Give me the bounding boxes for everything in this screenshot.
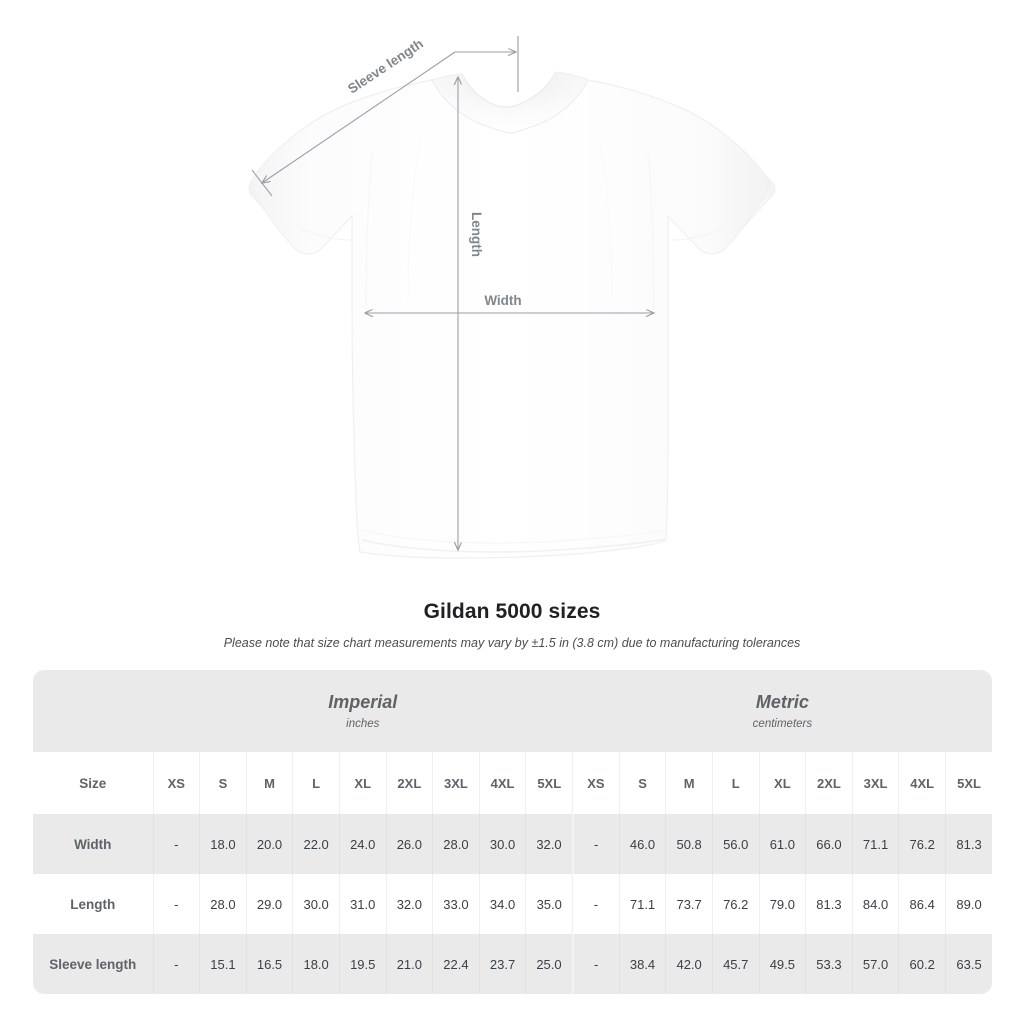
cell-width-metric-xs: - bbox=[572, 814, 620, 874]
cell-width-imperial-xs: - bbox=[153, 814, 201, 874]
cell-width-metric-3xl: 71.1 bbox=[852, 814, 900, 874]
tshirt-illustration: Sleeve length Length Width bbox=[248, 36, 776, 559]
size-header-cell-3xl: 3XL bbox=[852, 752, 900, 814]
page-title: Gildan 5000 sizes bbox=[423, 600, 601, 623]
cell-sleeve-length-imperial-xl: 19.5 bbox=[339, 934, 387, 994]
size-header-cell-l: L bbox=[712, 752, 760, 814]
cell-length-metric-4xl: 86.4 bbox=[898, 874, 946, 934]
cell-width-imperial-l: 22.0 bbox=[292, 814, 340, 874]
cell-length-metric-3xl: 84.0 bbox=[852, 874, 900, 934]
cell-width-imperial-xl: 24.0 bbox=[339, 814, 387, 874]
cell-sleeve-length-imperial-l: 18.0 bbox=[292, 934, 340, 994]
cell-length-imperial-2xl: 32.0 bbox=[386, 874, 434, 934]
length-label: Length bbox=[469, 212, 484, 257]
size-column-header: Size bbox=[33, 752, 154, 814]
size-header-row: Size XS S M L XL 2XL 3XL 4XL 5XL XS S M L XL 2XL 3XL 4XL 5… bbox=[33, 752, 992, 814]
cell-sleeve-length-metric-3xl: 57.0 bbox=[852, 934, 900, 994]
cell-length-imperial-5xl: 35.0 bbox=[525, 874, 574, 934]
size-header-cell-xs: XS bbox=[572, 752, 620, 814]
cell-width-metric-m: 50.8 bbox=[665, 814, 713, 874]
unit-header-row: Imperial inches Metric centimeters bbox=[33, 670, 992, 752]
size-header-cell-4xl: 4XL bbox=[479, 752, 527, 814]
cell-length-metric-xs: - bbox=[572, 874, 620, 934]
cell-length-imperial-l: 30.0 bbox=[292, 874, 340, 934]
unit-name: Metric bbox=[755, 691, 809, 712]
cell-sleeve-length-imperial-s: 15.1 bbox=[199, 934, 247, 994]
cell-width-metric-l: 56.0 bbox=[712, 814, 760, 874]
size-header-cell-4xl: 4XL bbox=[898, 752, 946, 814]
cell-sleeve-length-metric-m: 42.0 bbox=[665, 934, 713, 994]
size-header-cell-l: L bbox=[292, 752, 340, 814]
row-label-sleeve-length: Sleeve length bbox=[33, 934, 154, 994]
cell-width-metric-5xl: 81.3 bbox=[945, 814, 992, 874]
cell-width-imperial-s: 18.0 bbox=[199, 814, 247, 874]
cell-length-metric-2xl: 81.3 bbox=[805, 874, 853, 934]
cell-width-metric-4xl: 76.2 bbox=[898, 814, 946, 874]
size-header-cell-s: S bbox=[619, 752, 667, 814]
cell-sleeve-length-imperial-m: 16.5 bbox=[246, 934, 294, 994]
cell-sleeve-length-metric-l: 45.7 bbox=[712, 934, 760, 994]
width-label: Width bbox=[484, 293, 521, 308]
size-header-cell-xl: XL bbox=[759, 752, 807, 814]
width-dimension: Width bbox=[366, 293, 654, 313]
cell-sleeve-length-metric-xl: 49.5 bbox=[759, 934, 807, 994]
row-label-width: Width bbox=[33, 814, 154, 874]
table-row: Length -28.0 29.0 30.0 31.0 32.0 33.0 34.0 35.0-… bbox=[33, 874, 992, 934]
cell-width-imperial-m: 20.0 bbox=[246, 814, 294, 874]
unit-header-metric: Metric centimeters bbox=[572, 670, 992, 752]
cell-length-metric-s: 71.1 bbox=[619, 874, 667, 934]
cell-width-metric-s: 46.0 bbox=[619, 814, 667, 874]
cell-sleeve-length-imperial-2xl: 21.0 bbox=[386, 934, 434, 994]
size-header-cell-2xl: 2XL bbox=[805, 752, 853, 814]
cell-sleeve-length-metric-5xl: 63.5 bbox=[945, 934, 992, 994]
unit-header-spacer bbox=[33, 670, 153, 752]
cell-sleeve-length-metric-2xl: 53.3 bbox=[805, 934, 853, 994]
cell-width-imperial-5xl: 32.0 bbox=[525, 814, 574, 874]
tshirt-shape bbox=[248, 71, 776, 559]
cell-length-metric-5xl: 89.0 bbox=[945, 874, 992, 934]
cell-sleeve-length-metric-4xl: 60.2 bbox=[898, 934, 946, 994]
unit-header-imperial: Imperial inches bbox=[153, 670, 573, 752]
page-subtitle: Please note that size chart measurements… bbox=[223, 636, 801, 650]
cell-length-imperial-4xl: 34.0 bbox=[479, 874, 527, 934]
size-header-cell-2xl: 2XL bbox=[386, 752, 434, 814]
unit-name: Imperial bbox=[328, 691, 398, 712]
size-chart-table: Imperial inches Metric centimeters Size XS S M L… bbox=[33, 670, 992, 994]
cell-sleeve-length-imperial-5xl: 25.0 bbox=[525, 934, 574, 994]
cell-length-metric-m: 73.7 bbox=[665, 874, 713, 934]
table-row: Sleeve length -15.1 16.5 18.0 19.5 21.0 22.4 23… bbox=[33, 934, 992, 994]
cell-length-imperial-3xl: 33.0 bbox=[432, 874, 480, 934]
title-block: Gildan 5000 sizes Please note that size … bbox=[0, 598, 1024, 652]
cell-width-metric-2xl: 66.0 bbox=[805, 814, 853, 874]
table-row: Width -18.0 20.0 22.0 24.0 26.0 28.0 30.0 32.0-4… bbox=[33, 814, 992, 874]
size-chart-table-wrapper: Imperial inches Metric centimeters Size XS S M L… bbox=[33, 670, 992, 994]
size-header-cell-s: S bbox=[199, 752, 247, 814]
size-header-cell-xs: XS bbox=[153, 752, 201, 814]
size-header-cell-3xl: 3XL bbox=[432, 752, 480, 814]
size-header-cell-m: M bbox=[665, 752, 713, 814]
cell-length-imperial-xl: 31.0 bbox=[339, 874, 387, 934]
size-header-cell-5xl: 5XL bbox=[525, 752, 574, 814]
cell-width-imperial-3xl: 28.0 bbox=[432, 814, 480, 874]
cell-length-imperial-s: 28.0 bbox=[199, 874, 247, 934]
cell-length-imperial-m: 29.0 bbox=[246, 874, 294, 934]
cell-length-metric-xl: 79.0 bbox=[759, 874, 807, 934]
size-header-cell-m: M bbox=[246, 752, 294, 814]
size-header-cell-5xl: 5XL bbox=[945, 752, 992, 814]
cell-sleeve-length-metric-s: 38.4 bbox=[619, 934, 667, 994]
cell-length-imperial-xs: - bbox=[153, 874, 201, 934]
unit-subtitle: centimeters bbox=[752, 717, 813, 730]
row-label-length: Length bbox=[33, 874, 154, 934]
size-header-cell-xl: XL bbox=[339, 752, 387, 814]
cell-sleeve-length-imperial-4xl: 23.7 bbox=[479, 934, 527, 994]
cell-width-imperial-4xl: 30.0 bbox=[479, 814, 527, 874]
cell-sleeve-length-imperial-3xl: 22.4 bbox=[432, 934, 480, 994]
unit-subtitle: inches bbox=[346, 717, 380, 730]
cell-width-imperial-2xl: 26.0 bbox=[386, 814, 434, 874]
cell-length-metric-l: 76.2 bbox=[712, 874, 760, 934]
cell-sleeve-length-imperial-xs: - bbox=[153, 934, 201, 994]
cell-sleeve-length-metric-xs: - bbox=[572, 934, 620, 994]
cell-width-metric-xl: 61.0 bbox=[759, 814, 807, 874]
